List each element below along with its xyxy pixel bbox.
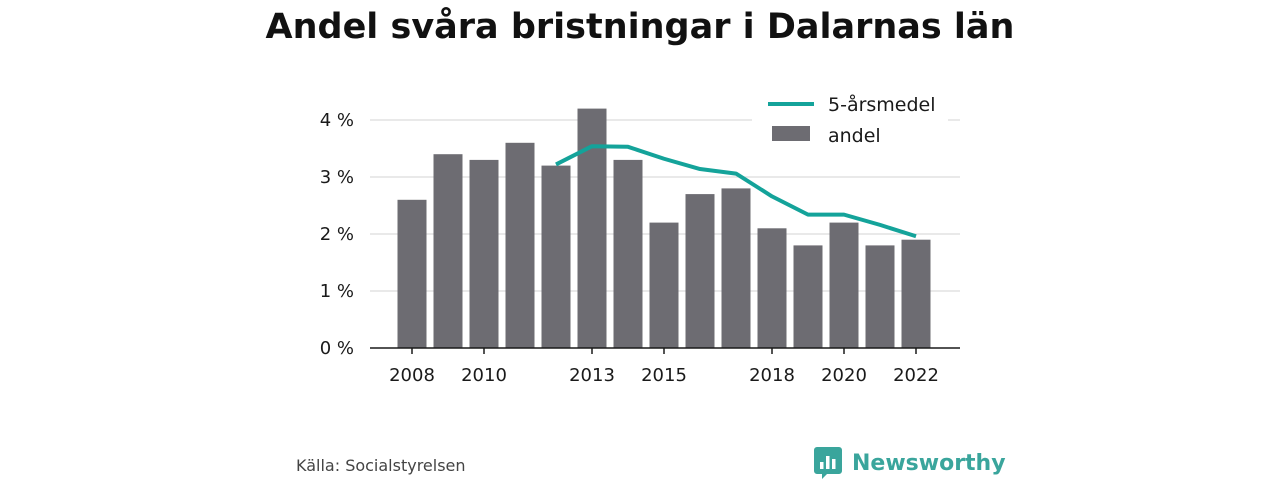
y-tick-label: 3 %	[320, 167, 354, 188]
series-line-5-arsmedel	[555, 144, 917, 239]
chart-title: Andel svåra bristningar i Dalarnas län	[265, 7, 1015, 47]
brand-name: Newsworthy	[852, 450, 1006, 476]
bar-2013	[577, 108, 607, 348]
bar-2017	[721, 188, 751, 348]
y-tick-label: 4 %	[320, 110, 354, 131]
bar-2009	[433, 154, 463, 348]
x-tick-label: 2010	[461, 365, 507, 386]
bar-chart: 0 % 1 % 2 % 3 % 4 % 2008 2010 2013 2015 2018 2020…	[319, 86, 960, 386]
x-tick-label: 2018	[749, 365, 795, 386]
bar-2021	[865, 245, 895, 348]
y-tick-label: 0 %	[320, 338, 354, 359]
bar-2016	[685, 194, 715, 348]
x-tick-label: 2015	[641, 365, 687, 386]
bar-2010	[469, 159, 499, 348]
x-tick-label: 2022	[893, 365, 939, 386]
bars	[397, 108, 931, 348]
bar-2014	[613, 159, 643, 348]
legend-bar-swatch	[772, 126, 810, 141]
bar-2011	[505, 142, 535, 348]
bar-2008	[397, 199, 427, 348]
bar-2015	[649, 222, 679, 348]
y-axis-ticks: 0 % 1 % 2 % 3 % 4 %	[320, 110, 354, 359]
x-tick-label: 2020	[821, 365, 867, 386]
source-note: Källa: Socialstyrelsen	[296, 456, 466, 475]
x-axis-ticks: 2008 2010 2013 2015 2018 2020 2022	[389, 348, 939, 386]
x-tick-label: 2013	[569, 365, 615, 386]
legend: 5-årsmedel andel	[752, 86, 948, 150]
brand-logo: Newsworthy	[814, 446, 1006, 480]
bar-2020	[829, 222, 859, 348]
bar-2012	[541, 165, 571, 348]
legend-label-5-arsmedel: 5-årsmedel	[828, 93, 936, 116]
newsworthy-logo-icon	[814, 447, 842, 479]
y-tick-label: 2 %	[320, 224, 354, 245]
x-tick-label: 2008	[389, 365, 435, 386]
bar-2019	[793, 245, 823, 348]
y-tick-label: 1 %	[320, 281, 354, 302]
bar-2022	[901, 239, 931, 348]
legend-label-andel: andel	[828, 125, 881, 147]
bar-2018	[757, 228, 787, 348]
